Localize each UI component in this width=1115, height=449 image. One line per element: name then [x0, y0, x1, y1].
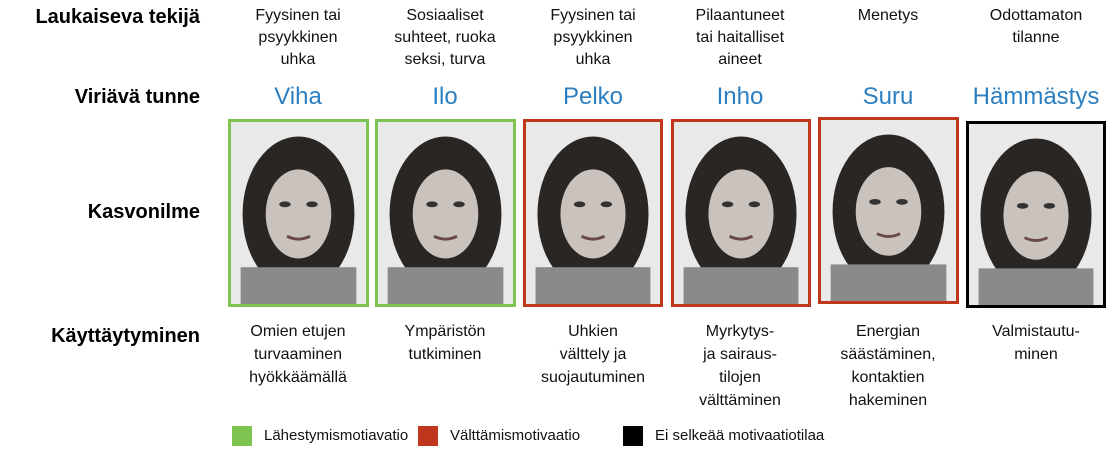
behavior-text: minen [961, 344, 1111, 366]
legend-label: Välttämismotivaatio [450, 427, 580, 444]
face-placeholder [821, 120, 956, 301]
emotion-label: Ilo [365, 83, 525, 111]
behavior-text: turvaaminen [223, 344, 373, 366]
legend-swatch [623, 426, 643, 446]
behavior-text: Valmistautu- [961, 321, 1111, 343]
emotion-label: Hämmästys [956, 83, 1115, 111]
face-photo [228, 119, 369, 307]
face-placeholder [526, 122, 660, 304]
row-label: Laukaiseva tekijä [35, 6, 200, 29]
trigger-text: suhteet, ruoka [370, 27, 520, 49]
behavior-text: Omien etujen [223, 321, 373, 343]
emotion-label: Inho [660, 83, 820, 111]
trigger-text: Odottamaton [961, 5, 1111, 27]
row-label: Käyttäytyminen [51, 325, 200, 348]
row-label: Kasvonilme [88, 201, 200, 224]
face-placeholder [969, 124, 1103, 305]
legend-swatch [232, 426, 252, 446]
trigger-text: tai haitalliset [665, 27, 815, 49]
behavior-text: Ympäristön [370, 321, 520, 343]
trigger-text: psyykkinen [223, 27, 373, 49]
face-placeholder [231, 122, 366, 304]
legend-label: Ei selkeää motivaatiotilaa [655, 427, 824, 444]
trigger-text: uhka [223, 49, 373, 71]
behavior-text: tilojen [665, 367, 815, 389]
trigger-text: Menetys [813, 5, 963, 27]
behavior-text: välttäminen [665, 390, 815, 412]
emotion-label: Pelko [513, 83, 673, 111]
trigger-text: Sosiaaliset [370, 5, 520, 27]
face-photo [671, 119, 811, 307]
trigger-text: Fyysinen tai [518, 5, 668, 27]
behavior-text: Uhkien [518, 321, 668, 343]
face-photo [966, 121, 1106, 308]
face-photo [375, 119, 516, 307]
behavior-text: ja sairaus- [665, 344, 815, 366]
behavior-text: suojautuminen [518, 367, 668, 389]
face-photo [523, 119, 663, 307]
behavior-text: säästäminen, [813, 344, 963, 366]
emotion-label: Viha [218, 83, 378, 111]
behavior-text: välttely ja [518, 344, 668, 366]
behavior-text: kontaktien [813, 367, 963, 389]
trigger-text: Pilaantuneet [665, 5, 815, 27]
behavior-text: tutkiminen [370, 344, 520, 366]
trigger-text: uhka [518, 49, 668, 71]
row-label: Viriävä tunne [75, 86, 200, 109]
emotion-diagram: Laukaiseva tekijä Viriävä tunne Kasvonilme… [0, 0, 1115, 449]
legend-label: Lähestymismotiavatio [264, 427, 408, 444]
behavior-text: Myrkytys- [665, 321, 815, 343]
trigger-text: Fyysinen tai [223, 5, 373, 27]
trigger-text: seksi, turva [370, 49, 520, 71]
legend-swatch [418, 426, 438, 446]
trigger-text: tilanne [961, 27, 1111, 49]
trigger-text: aineet [665, 49, 815, 71]
face-photo [818, 117, 959, 304]
trigger-text: psyykkinen [518, 27, 668, 49]
behavior-text: hakeminen [813, 390, 963, 412]
face-placeholder [674, 122, 808, 304]
behavior-text: hyökkäämällä [223, 367, 373, 389]
emotion-label: Suru [808, 83, 968, 111]
behavior-text: Energian [813, 321, 963, 343]
face-placeholder [378, 122, 513, 304]
